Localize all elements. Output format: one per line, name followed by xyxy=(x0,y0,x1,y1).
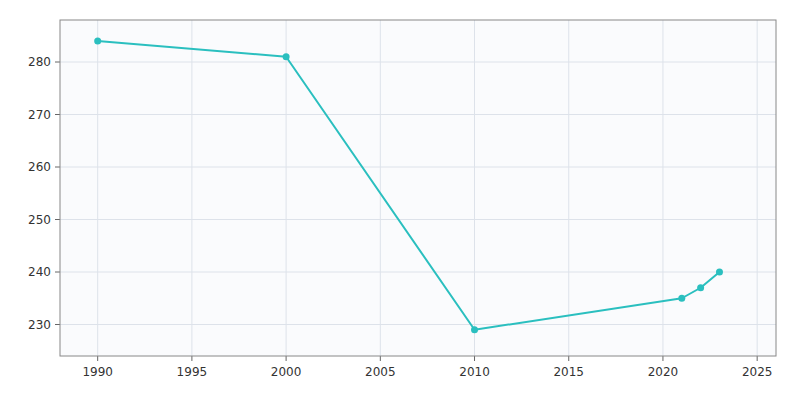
x-tick xyxy=(286,356,287,361)
y-tick xyxy=(55,272,60,273)
x-tick xyxy=(757,356,758,361)
y-tick-label: 240 xyxy=(28,265,51,279)
axes: 1990 1995 2000 2005 2010 2015 2020 2025 230 240 25… xyxy=(28,55,772,379)
y-tick-label: 260 xyxy=(28,160,51,174)
x-grid-line xyxy=(97,20,98,356)
data-point xyxy=(94,38,101,45)
chart-svg: 1990 1995 2000 2005 2010 2015 2020 2025 230 240 25… xyxy=(0,0,800,400)
x-grid-line xyxy=(191,20,192,356)
x-tick xyxy=(191,356,192,361)
y-grid-line xyxy=(60,167,776,168)
y-tick-label: 230 xyxy=(28,318,51,332)
x-grid-line xyxy=(662,20,663,356)
y-tick-label: 250 xyxy=(28,213,51,227)
y-grid-line xyxy=(60,324,776,325)
chart-container: 1990 1995 2000 2005 2010 2015 2020 2025 230 240 25… xyxy=(0,0,800,400)
x-tick xyxy=(474,356,475,361)
x-tick xyxy=(380,356,381,361)
data-layer xyxy=(94,38,723,334)
x-tick-label: 2010 xyxy=(459,365,490,379)
x-tick-label: 2005 xyxy=(365,365,396,379)
plot-frame xyxy=(60,20,776,356)
y-grid-line xyxy=(60,62,776,63)
data-point xyxy=(697,284,704,291)
x-tick-label: 2020 xyxy=(648,365,679,379)
data-line xyxy=(98,41,720,330)
data-point xyxy=(283,53,290,60)
y-tick xyxy=(55,62,60,63)
x-tick xyxy=(97,356,98,361)
data-point xyxy=(471,326,478,333)
x-grid-line xyxy=(757,20,758,356)
x-grid-line xyxy=(568,20,569,356)
y-grid-line xyxy=(60,219,776,220)
x-tick-label: 1990 xyxy=(82,365,113,379)
x-tick-label: 2015 xyxy=(553,365,584,379)
y-tick xyxy=(55,324,60,325)
x-grid-line xyxy=(380,20,381,356)
grid xyxy=(60,20,776,356)
x-tick-label: 2025 xyxy=(742,365,773,379)
x-tick-label: 1995 xyxy=(177,365,208,379)
y-tick xyxy=(55,167,60,168)
y-tick xyxy=(55,114,60,115)
x-tick-label: 2000 xyxy=(271,365,302,379)
y-tick xyxy=(55,219,60,220)
y-tick-label: 270 xyxy=(28,108,51,122)
data-point xyxy=(678,295,685,302)
x-grid-line xyxy=(286,20,287,356)
y-grid-line xyxy=(60,114,776,115)
data-point xyxy=(716,269,723,276)
x-tick xyxy=(568,356,569,361)
y-grid-line xyxy=(60,272,776,273)
y-tick-label: 280 xyxy=(28,55,51,69)
plot-background xyxy=(60,20,776,356)
x-tick xyxy=(662,356,663,361)
x-grid-line xyxy=(474,20,475,356)
